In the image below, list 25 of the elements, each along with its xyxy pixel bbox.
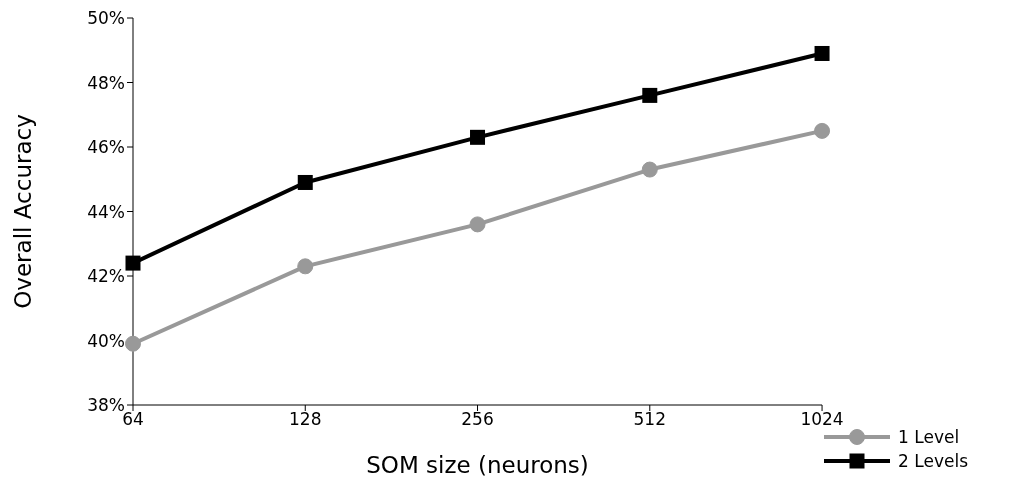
y-tick-label: 48%	[87, 72, 125, 93]
point	[470, 129, 486, 145]
point	[125, 335, 141, 352]
x-tick-label: 512	[633, 409, 667, 430]
x-tick-label: 1024	[800, 409, 844, 430]
y-tick-label: 50%	[87, 8, 125, 29]
legend-label: 2 Levels	[898, 451, 968, 471]
point	[814, 122, 831, 139]
point	[642, 87, 658, 103]
y-tick-label: 46%	[87, 137, 125, 158]
point	[814, 45, 830, 61]
point	[297, 258, 314, 275]
y-tick-label: 38%	[87, 395, 125, 416]
legend-label: 1 Level	[898, 427, 960, 447]
x-tick-label: 128	[289, 409, 322, 430]
y-tick-label: 40%	[87, 330, 125, 351]
point	[297, 174, 313, 190]
y-axis-title: Overall Accuracy	[10, 114, 37, 309]
point	[125, 255, 141, 271]
x-tick-label: 256	[461, 409, 494, 430]
y-tick-label: 42%	[87, 266, 125, 287]
point	[641, 161, 658, 178]
point	[469, 216, 486, 233]
y-tick-label: 44%	[87, 201, 125, 222]
x-axis-title: SOM size (neurons)	[366, 452, 589, 478]
